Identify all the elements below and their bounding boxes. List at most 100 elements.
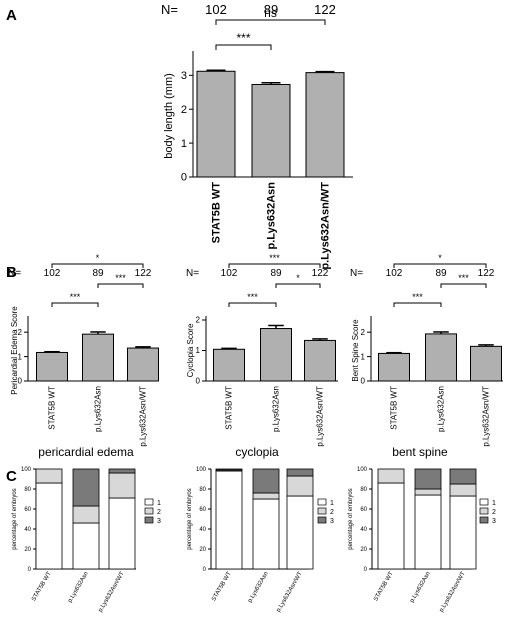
chart2-n-value: 102 [221, 268, 238, 279]
chart2-x-tick-label: p.Lys632Asn/WT [316, 386, 325, 447]
stacked1-x-tick-label: p.Lys632Asn/WT [276, 571, 304, 614]
chart1-x-tick-label: p.Lys632Asn [94, 386, 103, 432]
chart3-significance-bracket [393, 302, 442, 307]
chart0-y-axis-label: body length (mm) [163, 73, 175, 159]
chart0-significance-bracket [215, 44, 272, 50]
stacked1-legend-label: 1 [330, 500, 334, 507]
stacked0-legend-swatch [144, 516, 154, 524]
chart1-significance-bracket [51, 263, 144, 268]
chart2-significance-bracket [228, 263, 321, 268]
stacked0-legend-label: 2 [157, 509, 161, 516]
chart1-significance-label: *** [70, 292, 81, 302]
chart2-y-tick-label: 2 [196, 316, 201, 325]
chart1-y-tick-label: 0 [18, 377, 23, 386]
stacked2-x-tick-label: STAT5B WT [373, 571, 395, 603]
chart0-significance-label: ns [264, 6, 277, 20]
stacked0-legend-swatch [144, 498, 154, 506]
panel-letter-c: C [6, 468, 17, 485]
chart3-n-value: 89 [435, 268, 447, 279]
chart2-n-value: 122 [312, 268, 329, 279]
stacked1-y-axis-label: percentage of embryos [187, 488, 193, 549]
stacked0-bar-segment [72, 468, 100, 507]
stacked2-bar-segment [377, 482, 405, 570]
chart1-bar [36, 351, 68, 382]
stacked1-y-tick-label: 60 [199, 507, 206, 513]
chart3-bar [425, 333, 457, 382]
chart0-x-tick-label: p.Lys632Asn/WT [320, 182, 332, 270]
chart3-y-tick-label: 2 [361, 328, 366, 337]
chart0-y-tick-label: 1 [181, 138, 187, 150]
stacked2-bar-segment [449, 495, 477, 570]
chart2-bar [260, 328, 292, 382]
chart1-significance-bracket [51, 302, 99, 307]
stacked1-legend-swatch [317, 516, 327, 524]
stacked1-x-tick-label: STAT5B WT [211, 571, 233, 603]
chart1-n-value: 122 [135, 268, 152, 279]
chart3-significance-bracket [393, 263, 487, 268]
stacked1-y-tick-label: 20 [199, 547, 206, 553]
stacked1-y-tick-label: 40 [199, 527, 206, 533]
chart3-n-value: 102 [386, 268, 403, 279]
chart0-n-value: 122 [314, 2, 336, 17]
chart1-significance-bracket [97, 283, 144, 288]
stacked2-x-tick-label: p.Lys632Asn/WT [439, 571, 467, 614]
stacked1-bar-segment [286, 495, 314, 570]
stacked1-legend-label: 3 [330, 518, 334, 525]
stacked2-legend-swatch [479, 516, 489, 524]
chart1-n-prefix: N= [8, 268, 21, 279]
stacked0-y-tick-label: 80 [24, 487, 31, 493]
stacked1-legend-label: 2 [330, 509, 334, 516]
chart2-y-tick-label: 0 [196, 377, 201, 386]
chart3-x-tick-label: p.Lys632Asn/WT [482, 386, 491, 447]
stacked2-y-tick-label: 40 [360, 527, 367, 533]
chart3-significance-label: *** [412, 292, 423, 302]
stacked2-legend-label: 3 [492, 518, 496, 525]
stacked1-bar-segment [286, 475, 314, 497]
stacked2-y-tick-label: 0 [364, 567, 368, 573]
stacked0-x-tick-label: p.Lys632Asn [67, 571, 89, 604]
chart0-x-tick-label: STAT5B WT [211, 182, 223, 244]
stacked2-legend-label: 2 [492, 509, 496, 516]
stacked1-title: cyclopia [235, 445, 279, 459]
stacked2-legend-swatch [479, 507, 489, 515]
stacked1-y-tick-label: 100 [196, 467, 207, 473]
stacked0-bar-segment [72, 522, 100, 570]
stacked2-y-axis-label: percentage of embryos [348, 488, 354, 549]
chart3-n-value: 122 [478, 268, 495, 279]
stacked0-x-tick-label: p.Lys632Asn/WT [98, 571, 126, 614]
chart2-significance-bracket [275, 283, 321, 288]
stacked2-bar-segment [377, 468, 405, 484]
chart3-bar [378, 352, 410, 382]
stacked0-legend-label: 3 [157, 518, 161, 525]
chart1-n-value: 89 [92, 268, 104, 279]
stacked2-bar-segment [449, 468, 477, 485]
stacked0-bar-segment [108, 468, 136, 474]
panel-letter-b: B [6, 264, 17, 281]
chart3-significance-label: *** [458, 273, 469, 283]
chart3-x-tick-label: STAT5B WT [390, 386, 399, 430]
panel-letter-a: A [6, 7, 17, 24]
chart0-n-value: 102 [205, 2, 227, 17]
chart3-n-prefix: N= [350, 268, 363, 279]
stacked1-y-tick-label: 80 [199, 487, 206, 493]
chart0-significance-bracket [215, 19, 326, 25]
chart3-significance-bracket [440, 283, 487, 288]
chart1-bar [127, 347, 159, 382]
stacked0-legend-label: 1 [157, 500, 161, 507]
chart0-x-tick-label: p.Lys632Asn [266, 182, 278, 250]
stacked1-x-tick-label: p.Lys632Asn [247, 571, 269, 604]
chart3-significance-label: * [438, 253, 442, 263]
chart0-n-value: 89 [264, 2, 278, 17]
stacked1-bar-segment [252, 468, 280, 494]
stacked2-bar-segment [414, 494, 442, 570]
chart0-significance-label: *** [236, 31, 250, 45]
chart1-significance-label: * [96, 253, 100, 263]
stacked0-legend-swatch [144, 507, 154, 515]
chart3-y-tick-label: 1 [361, 352, 366, 361]
stacked1-bar-segment [252, 492, 280, 500]
stacked0-bar-segment [35, 468, 63, 484]
stacked1-legend-swatch [317, 498, 327, 506]
stacked2-legend-swatch [479, 498, 489, 506]
stacked2-bar-segment [414, 468, 442, 490]
stacked2-legend-label: 1 [492, 500, 496, 507]
